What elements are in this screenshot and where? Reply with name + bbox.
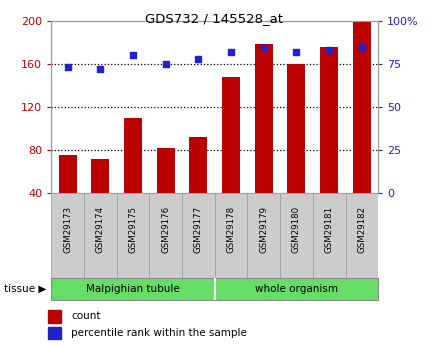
- FancyBboxPatch shape: [84, 193, 117, 278]
- Point: [260, 46, 267, 51]
- Text: GSM29173: GSM29173: [63, 206, 72, 253]
- Bar: [59, 156, 77, 236]
- Point: [358, 44, 365, 49]
- Text: GSM29182: GSM29182: [357, 206, 366, 253]
- FancyBboxPatch shape: [51, 193, 84, 278]
- Point: [227, 49, 235, 55]
- Point: [162, 61, 169, 67]
- Point: [195, 56, 202, 61]
- FancyBboxPatch shape: [150, 193, 182, 278]
- FancyBboxPatch shape: [280, 193, 313, 278]
- Text: count: count: [71, 312, 101, 321]
- Text: GSM29174: GSM29174: [96, 206, 105, 253]
- Bar: [222, 77, 240, 236]
- FancyBboxPatch shape: [215, 193, 247, 278]
- Text: GSM29176: GSM29176: [161, 206, 170, 253]
- Text: GDS732 / 145528_at: GDS732 / 145528_at: [145, 12, 283, 25]
- Text: GSM29180: GSM29180: [292, 206, 301, 253]
- Bar: [49, 310, 61, 323]
- Point: [129, 52, 137, 58]
- Bar: [190, 137, 207, 236]
- Bar: [91, 159, 109, 236]
- FancyBboxPatch shape: [313, 193, 346, 278]
- Bar: [320, 47, 338, 236]
- Point: [293, 49, 300, 55]
- Bar: [49, 327, 61, 339]
- Bar: [287, 64, 305, 236]
- Text: GSM29175: GSM29175: [129, 206, 138, 253]
- FancyBboxPatch shape: [247, 193, 280, 278]
- Point: [326, 47, 333, 53]
- FancyBboxPatch shape: [346, 193, 378, 278]
- Point: [97, 66, 104, 72]
- Text: whole organism: whole organism: [255, 284, 338, 294]
- FancyBboxPatch shape: [117, 193, 150, 278]
- Text: GSM29177: GSM29177: [194, 206, 203, 253]
- Text: GSM29179: GSM29179: [259, 206, 268, 253]
- Bar: [255, 45, 273, 236]
- Point: [64, 65, 71, 70]
- Text: percentile rank within the sample: percentile rank within the sample: [71, 328, 247, 338]
- Text: GSM29178: GSM29178: [227, 206, 235, 253]
- Text: Malpighian tubule: Malpighian tubule: [86, 284, 180, 294]
- Text: GSM29181: GSM29181: [325, 206, 334, 253]
- Bar: [353, 21, 371, 236]
- Bar: [157, 148, 174, 236]
- Bar: [124, 118, 142, 236]
- Text: tissue ▶: tissue ▶: [4, 284, 47, 294]
- FancyBboxPatch shape: [182, 193, 215, 278]
